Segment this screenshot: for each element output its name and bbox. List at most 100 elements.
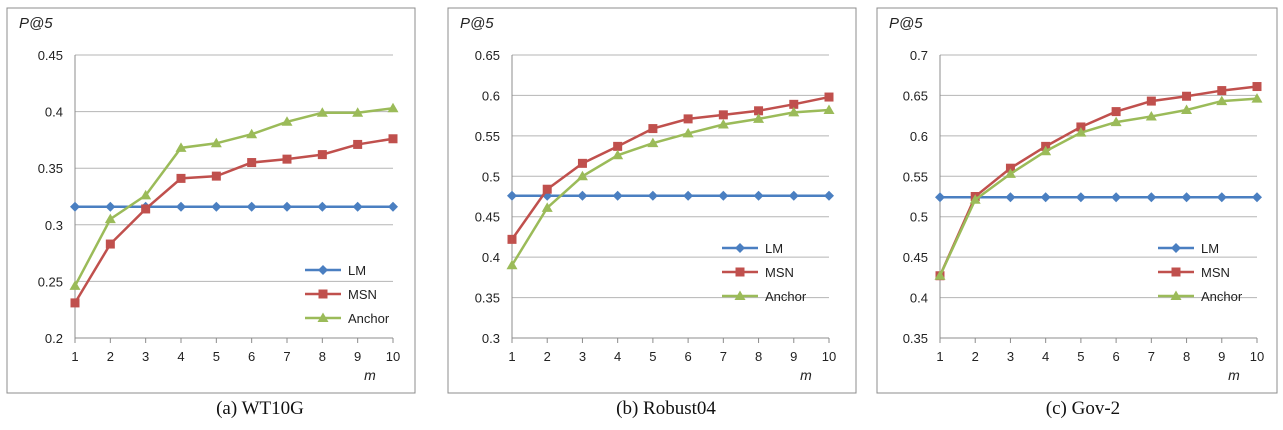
- x-tick-label: 5: [1077, 349, 1084, 364]
- x-tick-label: 2: [544, 349, 551, 364]
- data-point: [176, 173, 186, 183]
- data-point: [542, 184, 552, 194]
- y-tick-label: 0.7: [910, 48, 928, 63]
- x-tick-label: 3: [1007, 349, 1014, 364]
- chart-frame: [447, 7, 857, 394]
- legend-marker: [734, 290, 746, 300]
- x-tick-label: 4: [1042, 349, 1049, 364]
- x-tick-label: 8: [319, 349, 326, 364]
- y-axis-title: P@5: [460, 15, 494, 32]
- data-point: [753, 190, 764, 201]
- data-point: [718, 110, 728, 120]
- data-point: [141, 204, 151, 214]
- legend-marker: [318, 265, 328, 275]
- x-tick-label: 7: [720, 349, 727, 364]
- x-tick-label: 10: [822, 349, 836, 364]
- legend-marker: [1171, 267, 1181, 277]
- x-tick-label: 9: [354, 349, 361, 364]
- x-tick-label: 8: [755, 349, 762, 364]
- legend-marker: [1171, 243, 1181, 253]
- data-point: [387, 102, 399, 113]
- x-axis-title: m: [800, 367, 812, 383]
- data-point: [718, 190, 729, 201]
- legend-item-anchor: Anchor: [722, 289, 807, 304]
- legend-label: MSN: [348, 287, 377, 302]
- data-point: [316, 107, 328, 117]
- data-point: [648, 124, 658, 134]
- data-point: [388, 134, 398, 144]
- data-point: [682, 127, 694, 138]
- data-point: [104, 213, 116, 224]
- x-tick-label: 4: [177, 349, 184, 364]
- data-point: [1252, 192, 1262, 203]
- data-point: [246, 128, 258, 139]
- data-point: [824, 190, 834, 201]
- data-point: [969, 194, 981, 204]
- series-line: [510, 95, 830, 241]
- data-point: [683, 190, 694, 201]
- series-anchor: [69, 102, 399, 290]
- legend-item-lm: LM: [722, 241, 783, 256]
- legend-item-anchor: Anchor: [305, 311, 390, 326]
- y-axis-title: P@5: [889, 15, 923, 32]
- x-tick-label: 1: [936, 349, 943, 364]
- y-tick-label: 0.35: [903, 331, 928, 346]
- y-tick-label: 0.4: [910, 291, 928, 306]
- series-msn: [507, 92, 834, 244]
- y-tick-label: 0.6: [910, 129, 928, 144]
- x-tick-label: 6: [684, 349, 691, 364]
- data-point: [823, 104, 835, 114]
- data-point: [211, 171, 221, 181]
- data-point: [577, 158, 587, 168]
- data-point: [683, 114, 693, 124]
- data-point: [353, 139, 363, 149]
- legend-item-anchor: Anchor: [1158, 289, 1243, 304]
- x-tick-label: 5: [649, 349, 656, 364]
- y-tick-label: 0.5: [482, 169, 500, 184]
- y-tick-label: 0.55: [903, 169, 928, 184]
- x-tick-label: 1: [508, 349, 515, 364]
- data-point: [317, 150, 327, 160]
- legend-item-lm: LM: [305, 263, 366, 278]
- data-point: [934, 270, 946, 280]
- x-axis-title: m: [1228, 367, 1240, 383]
- data-point: [1251, 93, 1263, 103]
- series-anchor: [506, 104, 835, 270]
- data-point: [1005, 192, 1016, 203]
- x-tick-label: 2: [107, 349, 114, 364]
- data-point: [1076, 122, 1086, 132]
- data-point: [281, 116, 293, 126]
- data-point: [1182, 91, 1192, 101]
- caption-gov2: (c) Gov-2: [1045, 398, 1121, 419]
- legend-label: LM: [348, 263, 366, 278]
- x-tick-label: 9: [1218, 349, 1225, 364]
- x-tick-label: 9: [790, 349, 797, 364]
- legend-marker: [317, 312, 329, 322]
- chart-panel-0: 0.2 0.25 0.3 0.35 0.4 0.45 1 2 3 4 5 6 7 8 9 10 P@5 m LM MS…: [6, 7, 416, 394]
- data-point: [282, 201, 292, 212]
- legend-label: Anchor: [348, 311, 390, 326]
- y-tick-label: 0.3: [482, 331, 500, 346]
- series-anchor: [934, 93, 1263, 280]
- x-tick-label: 2: [972, 349, 979, 364]
- x-tick-label: 10: [1250, 349, 1264, 364]
- data-point: [717, 119, 729, 129]
- data-point: [1146, 96, 1156, 106]
- data-point: [576, 170, 588, 181]
- data-point: [754, 106, 764, 116]
- data-point: [1252, 82, 1262, 92]
- data-point: [282, 154, 292, 164]
- data-point: [1040, 145, 1052, 156]
- y-tick-label: 0.35: [38, 161, 63, 176]
- y-axis-title: P@5: [19, 15, 53, 32]
- y-tick-label: 0.4: [482, 250, 500, 265]
- data-point: [1110, 116, 1122, 127]
- data-point: [753, 113, 765, 123]
- y-tick-label: 0.25: [38, 274, 63, 289]
- y-tick-label: 0.5: [910, 210, 928, 225]
- legend-marker: [318, 289, 328, 299]
- x-tick-label: 5: [213, 349, 220, 364]
- legend-marker: [735, 267, 745, 277]
- data-point: [176, 201, 186, 212]
- data-point: [1217, 86, 1227, 96]
